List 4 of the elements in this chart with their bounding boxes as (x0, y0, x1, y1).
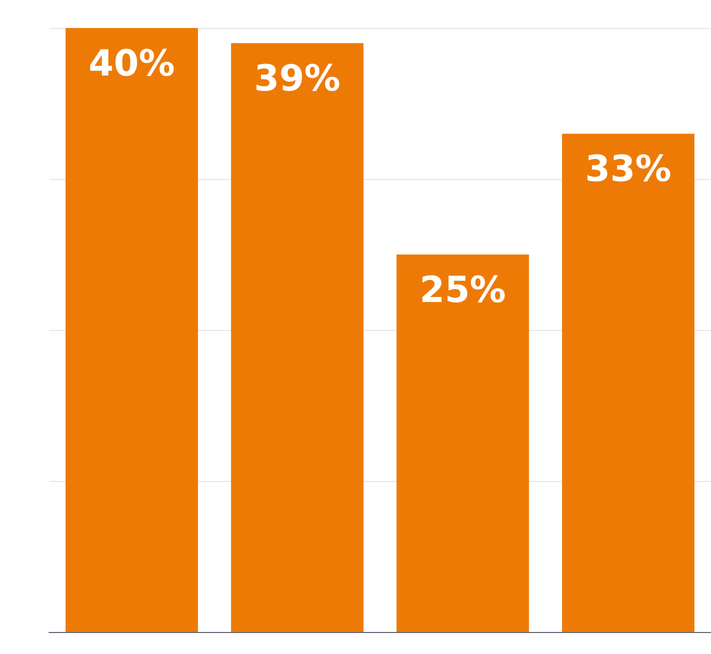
data-label: 40% (88, 44, 175, 84)
data-label: 39% (254, 58, 340, 100)
data-label: 25% (420, 270, 506, 311)
data-label: 33% (585, 149, 672, 190)
